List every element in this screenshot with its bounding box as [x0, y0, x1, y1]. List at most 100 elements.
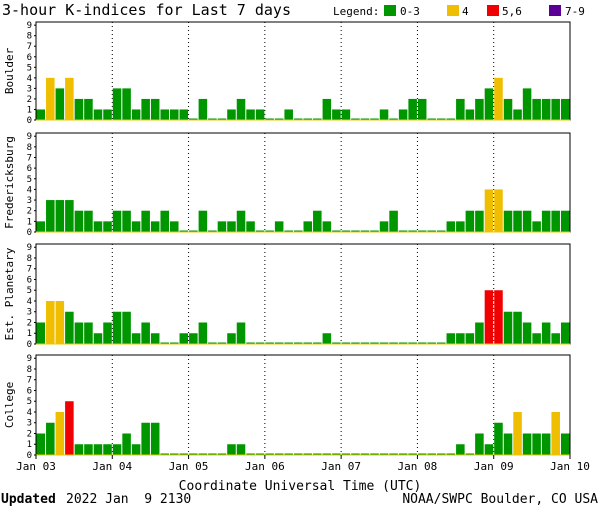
k-index-bar: [284, 342, 293, 344]
y-tick-label: 2: [27, 95, 32, 105]
k-index-bar: [274, 342, 284, 344]
legend-item-2: 5,6: [502, 5, 522, 18]
k-index-bar: [560, 322, 570, 344]
k-index-bar: [255, 109, 265, 120]
legend-item-0: 0-3: [400, 5, 420, 18]
k-index-bar: [293, 453, 303, 455]
x-tick-label: Jan 07: [321, 460, 361, 473]
k-index-bar: [74, 210, 84, 232]
k-index-bar: [398, 453, 408, 455]
legend-label: Legend:: [333, 5, 379, 18]
k-index-bar: [551, 210, 560, 232]
y-tick-label: 7: [27, 265, 32, 275]
k-index-bar: [303, 221, 313, 232]
k-index-bar: [446, 118, 456, 120]
k-index-bar: [84, 210, 93, 232]
k-index-bar: [103, 109, 112, 120]
k-index-bar: [55, 411, 65, 455]
k-index-bar: [198, 210, 208, 232]
k-index-bar: [208, 230, 217, 232]
station-panels: 0123456789Boulder0123456789Fredericksbur…: [3, 21, 571, 461]
k-index-bar: [437, 118, 446, 120]
k-index-bar: [417, 98, 427, 120]
k-index-bar: [360, 342, 370, 344]
k-index-bar: [522, 210, 532, 232]
k-index-bar: [227, 444, 236, 455]
credit-text: NOAA/SWPC Boulder, CO USA: [402, 492, 598, 507]
k-index-bar: [170, 342, 179, 344]
k-index-bar: [351, 230, 360, 232]
legend-swatch-1: [447, 5, 459, 16]
k-index-bar: [379, 453, 389, 455]
k-index-bar: [313, 342, 322, 344]
y-tick-label: 2: [27, 429, 32, 439]
k-index-bar: [427, 230, 436, 232]
k-index-bar: [456, 333, 465, 344]
k-index-bar: [379, 109, 389, 120]
k-index-bar: [198, 98, 208, 120]
k-index-bar: [456, 98, 465, 120]
k-index-bar: [475, 322, 484, 344]
k-index-bar: [494, 422, 503, 455]
k-index-bar: [484, 444, 494, 455]
k-index-bar: [379, 221, 389, 232]
k-index-bar: [541, 98, 551, 120]
k-index-bar: [284, 230, 293, 232]
k-index-bar: [122, 88, 131, 120]
y-tick-label: 0: [27, 116, 32, 126]
k-index-bar: [360, 453, 370, 455]
k-index-bar: [141, 98, 150, 120]
k-index-bar: [484, 88, 494, 120]
x-tick-label: Jan 06: [245, 460, 285, 473]
k-index-bar: [427, 342, 436, 344]
k-index-bar: [208, 118, 217, 120]
k-index-bar: [465, 453, 475, 455]
k-index-bar: [389, 342, 398, 344]
k-index-bar: [293, 230, 303, 232]
y-tick-label: 5: [27, 175, 32, 185]
k-index-bar: [370, 342, 379, 344]
x-axis-ticks: Jan 03 Jan 04 Jan 05 Jan 06 Jan 07 Jan 08 Jan …: [16, 455, 590, 473]
k-index-bar: [370, 230, 379, 232]
k-index-bar: [494, 189, 503, 232]
k-index-bar: [150, 221, 160, 232]
k-index-bar: [351, 118, 360, 120]
k-index-bar: [379, 342, 389, 344]
k-index-bar: [265, 453, 274, 455]
k-index-bar: [131, 221, 141, 232]
station-label: College: [3, 382, 16, 428]
k-index-bar: [74, 444, 84, 455]
y-tick-label: 5: [27, 397, 32, 407]
k-index-bar: [465, 333, 475, 344]
k-index-bar: [217, 342, 227, 344]
k-index-bar: [103, 322, 112, 344]
k-index-bar: [46, 300, 55, 344]
k-index-bar: [293, 342, 303, 344]
k-index-bar: [332, 342, 341, 344]
k-index-bar: [541, 433, 551, 455]
k-index-bar: [341, 230, 351, 232]
y-tick-label: 1: [27, 217, 32, 227]
k-index-bar: [150, 333, 160, 344]
k-index-bar: [293, 118, 303, 120]
k-index-bar: [274, 118, 284, 120]
y-tick-label: 1: [27, 440, 32, 450]
k-index-bar: [475, 433, 484, 455]
k-index-bar: [103, 444, 112, 455]
k-index-bar: [332, 453, 341, 455]
k-index-bar: [446, 221, 456, 232]
k-index-bar: [398, 109, 408, 120]
k-index-bar: [246, 453, 255, 455]
k-index-bar: [437, 453, 446, 455]
y-tick-label: 7: [27, 42, 32, 52]
y-tick-label: 2: [27, 207, 32, 217]
updated-value: 2022 Jan 9 2130: [66, 492, 191, 507]
k-index-bar: [227, 221, 236, 232]
k-index-bar: [484, 189, 494, 232]
station-label: Fredericksburg: [3, 136, 16, 229]
k-index-bar: [551, 333, 560, 344]
k-index-bar: [332, 230, 341, 232]
k-index-bar: [322, 453, 332, 455]
